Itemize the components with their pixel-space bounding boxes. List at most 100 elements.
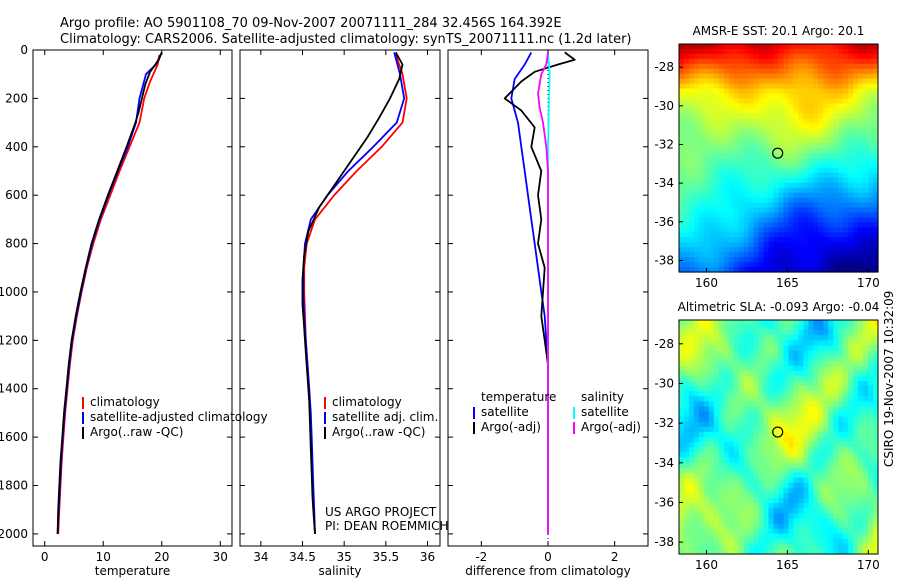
heatmap-cell [718, 44, 725, 50]
heatmap-cell [743, 508, 750, 514]
heatmap-cell [828, 103, 834, 110]
heatmap-cell [848, 498, 854, 504]
heatmap-cell [828, 262, 834, 268]
heatmap-cell [748, 487, 755, 494]
heatmap-cell [793, 182, 799, 189]
heatmap-cell [843, 202, 849, 209]
heatmap-cell [693, 416, 700, 423]
heatmap-cell [713, 53, 720, 60]
heatmap-cell [768, 416, 775, 423]
heatmap-cell [683, 73, 690, 80]
heatmap-cell [868, 167, 874, 174]
heatmap-cell [793, 411, 799, 418]
heatmap-cell [728, 335, 735, 341]
heatmap-cell [818, 345, 824, 352]
heatmap-cell [793, 88, 799, 95]
heatmap-cell [728, 133, 735, 139]
heatmap-cell [728, 543, 735, 550]
heatmap-cell [708, 44, 715, 50]
heatmap-cell [703, 498, 710, 504]
x-axis-label: temperature [95, 564, 170, 578]
heatmap-cell [679, 447, 685, 453]
heatmap-cell [833, 88, 839, 95]
heatmap-cell [768, 103, 775, 110]
heatmap-cell [818, 187, 824, 194]
heatmap-cell [853, 192, 859, 199]
series-line-salinity-argo-adj- [537, 52, 549, 534]
heatmap-cell [828, 492, 834, 499]
heatmap-cell [698, 143, 705, 149]
heatmap-cell [803, 482, 809, 489]
heatmap-cell [858, 538, 864, 545]
heatmap-cell [713, 472, 720, 479]
heatmap-cell [748, 533, 755, 540]
heatmap-cell [763, 431, 770, 438]
heatmap-cell [813, 335, 819, 341]
heatmap-cell [679, 44, 685, 50]
heatmap-cell [833, 355, 839, 362]
heatmap-cell [823, 197, 829, 204]
heatmap-cell [773, 222, 780, 228]
heatmap-cell [833, 472, 839, 479]
heatmap-cell [803, 426, 809, 433]
heatmap-cell [733, 482, 740, 489]
heatmap-cell [688, 167, 695, 174]
heatmap-cell [773, 44, 780, 50]
heatmap-cell [858, 63, 864, 70]
heatmap-cell [723, 330, 730, 336]
heatmap-cell [803, 143, 809, 149]
heatmap-cell [853, 508, 859, 514]
heatmap-cell [868, 252, 874, 258]
heatmap-cell [748, 267, 755, 273]
heatmap-cell [679, 477, 685, 484]
heatmap-cell [753, 48, 760, 55]
heatmap-cell [843, 138, 849, 144]
heatmap-cell [733, 158, 740, 164]
heatmap-cell [733, 386, 740, 392]
heatmap-cell [763, 320, 770, 326]
heatmap-cell [733, 320, 740, 326]
heatmap-cell [753, 73, 760, 80]
heatmap-cell [823, 498, 829, 504]
heatmap-cell [793, 487, 799, 494]
heatmap-cell [728, 401, 735, 408]
heatmap-cell [688, 335, 695, 341]
heatmap-cell [713, 457, 720, 464]
heatmap-cell [853, 543, 859, 550]
heatmap-cell [848, 48, 854, 55]
heatmap-cell [838, 48, 844, 55]
heatmap-cell [679, 457, 685, 464]
heatmap-cell [693, 212, 700, 219]
heatmap-cell [858, 44, 864, 50]
heatmap-cell [743, 518, 750, 525]
heatmap-cell [698, 381, 705, 387]
heatmap-cell [783, 227, 790, 233]
heatmap-cell [873, 207, 879, 214]
heatmap-cell [748, 365, 755, 372]
heatmap-cell [798, 548, 804, 555]
heatmap-cell [768, 508, 775, 514]
heatmap-cell [728, 416, 735, 423]
heatmap-cell [843, 386, 849, 392]
heatmap-cell [833, 457, 839, 464]
heatmap-cell [773, 375, 780, 382]
heatmap-cell [798, 103, 804, 110]
heatmap-cell [783, 487, 790, 494]
heatmap-cell [708, 375, 715, 382]
heatmap-cell [788, 197, 795, 204]
heatmap-cell [698, 498, 705, 504]
heatmap-cell [683, 345, 690, 352]
heatmap-cell [838, 370, 844, 377]
heatmap-cell [708, 498, 715, 504]
heatmap-cell [843, 177, 849, 184]
heatmap-cell [848, 391, 854, 397]
heatmap-cell [763, 197, 770, 204]
heatmap-cell [713, 355, 720, 362]
heatmap-cell [788, 370, 795, 377]
heatmap-cell [788, 538, 795, 545]
heatmap-cell [868, 192, 874, 199]
heatmap-cell [743, 320, 750, 326]
heatmap-cell [813, 533, 819, 540]
heatmap-cell [868, 138, 874, 144]
heatmap-cell [773, 355, 780, 362]
